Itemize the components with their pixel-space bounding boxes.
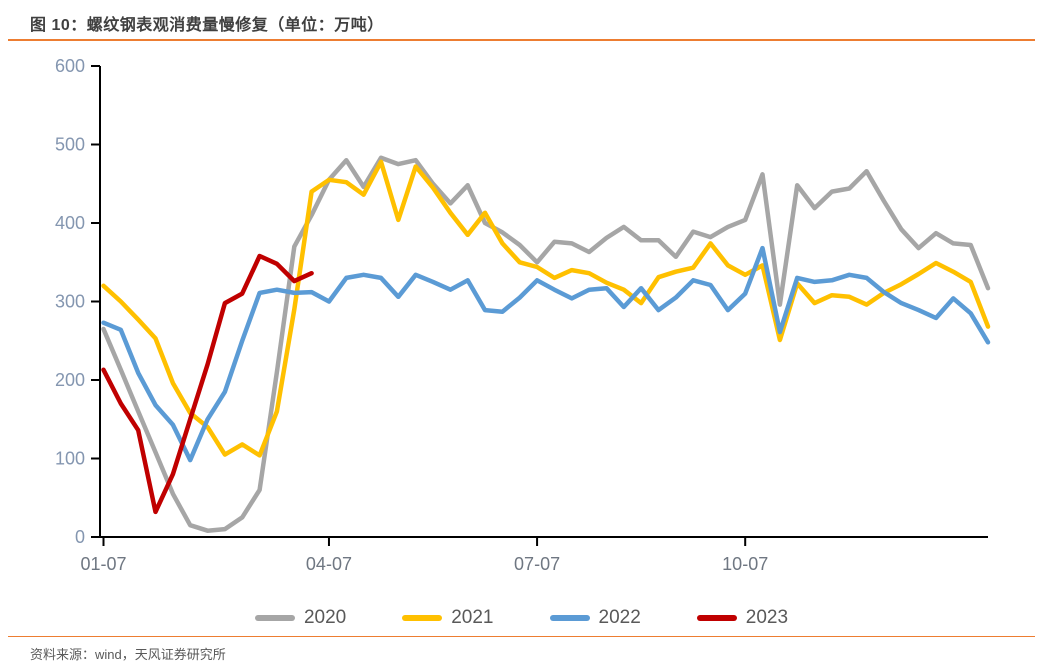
series-line-2023	[101, 253, 314, 515]
legend-label: 2020	[303, 607, 347, 628]
y-tick-label: 200	[55, 370, 85, 390]
series-line-2022	[101, 245, 991, 463]
series-line-2020	[101, 155, 991, 533]
legend-swatch-2020	[254, 615, 295, 621]
legend-item-2022: 2022	[549, 607, 641, 629]
x-tick-label: 04-07	[306, 554, 352, 574]
x-tick-label: 10-07	[722, 554, 768, 574]
chart-legend: 2020 2021 2022 2023	[0, 607, 1043, 629]
source-note: 资料来源：wind，天风证券研究所	[30, 647, 226, 662]
y-tick-label: 600	[55, 56, 85, 76]
legend-label: 2021	[451, 607, 494, 628]
page-title: 图 10：螺纹钢表观消费量慢修复（单位：万吨）	[30, 17, 384, 34]
footer-divider	[8, 636, 1035, 637]
legend-swatch-2021	[402, 615, 443, 621]
title-divider	[8, 39, 1035, 41]
legend-item-2023: 2023	[696, 607, 789, 629]
series-line-2021	[101, 159, 991, 458]
y-tick-label: 100	[55, 449, 85, 469]
legend-label: 2023	[745, 607, 789, 628]
y-tick-label: 500	[55, 135, 85, 155]
x-tick-label: 01-07	[80, 554, 126, 574]
chart-canvas: 0 100 200 300 400 500 600 01-07 04-07 07-07 10-07	[55, 56, 991, 574]
y-tick-label: 0	[75, 527, 85, 547]
y-tick-label: 400	[55, 213, 85, 233]
x-tick-label: 07-07	[514, 554, 560, 574]
y-tick-label: 300	[55, 292, 85, 312]
legend-swatch-2022	[549, 615, 590, 621]
legend-swatch-2023	[696, 615, 737, 621]
legend-item-2020: 2020	[254, 607, 347, 629]
legend-item-2021: 2021	[402, 607, 494, 629]
legend-label: 2022	[598, 607, 641, 628]
consumption-line-chart: 0 100 200 300 400 500 600 01-07 04-07 07-07 10-07	[55, 56, 991, 574]
